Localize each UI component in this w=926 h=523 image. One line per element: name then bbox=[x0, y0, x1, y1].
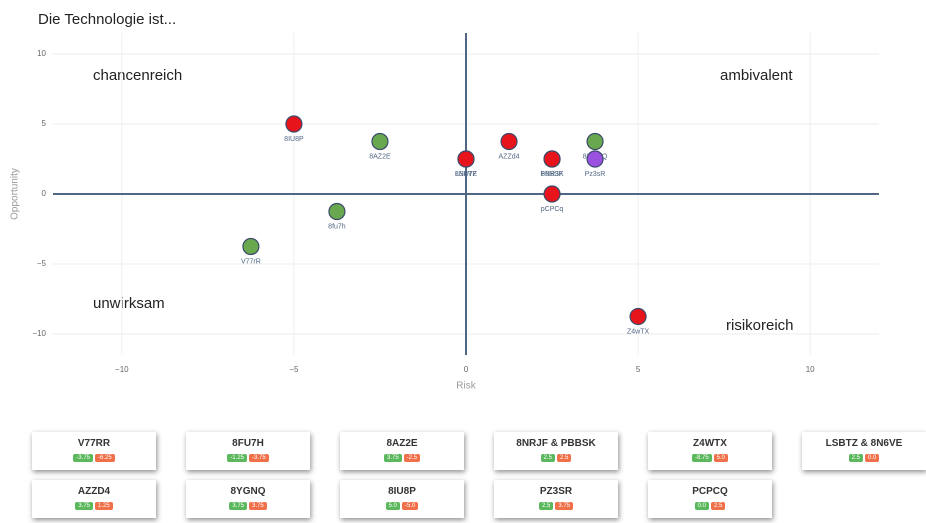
chart: Die Technologie ist... Risk Opportunity … bbox=[10, 11, 879, 392]
point-label: 8IU8P bbox=[284, 136, 304, 143]
card-title: 8IU8P bbox=[388, 486, 416, 497]
point bbox=[328, 202, 346, 221]
card: AZZD4 3.75 1.25 bbox=[32, 480, 156, 518]
card: 8NRJF & PBBSK 2.5 2.5 bbox=[494, 432, 618, 470]
card: PZ3SR 2.5 3.75 bbox=[494, 480, 618, 518]
risk-badge: 3.75 bbox=[249, 502, 267, 510]
badges: 5.0 -5.0 bbox=[340, 502, 464, 510]
card-title: V77RR bbox=[77, 438, 111, 449]
badges: 2.5 3.75 bbox=[494, 502, 618, 510]
x-tick-label: −5 bbox=[289, 365, 299, 374]
risk-badge: 1.25 bbox=[95, 502, 113, 510]
opportunity-badge: -3.75 bbox=[73, 454, 93, 462]
risk-badge: 2.5 bbox=[557, 454, 572, 462]
quadrant-label: risikoreich bbox=[726, 317, 794, 334]
risk-badge: 3.75 bbox=[555, 502, 574, 510]
card: 8AZ2E 3.75 -2.5 bbox=[340, 432, 464, 470]
quadrant-label: unwirksam bbox=[93, 295, 165, 312]
opportunity-badge: 2.5 bbox=[848, 454, 863, 462]
risk-badge: -2.5 bbox=[403, 454, 421, 462]
x-tick-label: 5 bbox=[636, 365, 641, 374]
point-label: LSBTZ bbox=[455, 171, 478, 178]
y-tick-label: 5 bbox=[42, 119, 47, 128]
y-tick-label: −5 bbox=[37, 259, 47, 268]
point-label: 8N6VE bbox=[455, 171, 478, 178]
card-title: 8FU7H bbox=[232, 438, 264, 449]
risk-badge: -6.25 bbox=[95, 454, 115, 462]
badges: 0.0 2.5 bbox=[648, 502, 772, 510]
card: 8FU7H -1.25 -3.75 bbox=[186, 432, 310, 470]
card: LSBTZ & 8N6VE 2.5 0.0 bbox=[802, 432, 926, 470]
opportunity-badge: 3.75 bbox=[75, 502, 93, 510]
risk-badge: -3.75 bbox=[249, 454, 269, 462]
badges: 3.75 1.25 bbox=[32, 502, 156, 510]
point bbox=[586, 132, 604, 151]
point bbox=[543, 150, 561, 168]
card-title: PCPCQ bbox=[692, 486, 728, 497]
x-tick-label: 10 bbox=[806, 365, 815, 374]
x-axis-title: Risk bbox=[456, 381, 476, 392]
badges: -1.25 -3.75 bbox=[186, 454, 310, 462]
point-label: 8NRJF bbox=[541, 171, 563, 178]
card: PCPCQ 0.0 2.5 bbox=[648, 480, 772, 518]
point-label: 8fu7h bbox=[328, 223, 346, 230]
y-tick-label: 0 bbox=[42, 189, 47, 198]
risk-badge: 5.0 bbox=[713, 454, 729, 462]
card: V77RR -3.75 -6.25 bbox=[32, 432, 156, 470]
card: 8IU8P 5.0 -5.0 bbox=[340, 480, 464, 518]
badges: 3.75 -2.5 bbox=[340, 454, 464, 462]
x-tick-label: 0 bbox=[464, 365, 469, 374]
opportunity-badge: -1.25 bbox=[227, 454, 247, 462]
point bbox=[242, 237, 260, 256]
opportunity-badge: 2.5 bbox=[540, 454, 555, 462]
opportunity-badge: 5.0 bbox=[385, 502, 400, 510]
card-title: 8AZ2E bbox=[386, 438, 418, 449]
x-tick-label: −10 bbox=[115, 365, 129, 374]
quadrant-label: chancenreich bbox=[93, 67, 182, 84]
chart-title: Die Technologie ist... bbox=[38, 11, 176, 28]
risk-badge: 2.5 bbox=[711, 502, 726, 510]
point-label: V77rR bbox=[241, 258, 261, 265]
y-axis-title: Opportunity bbox=[10, 168, 21, 220]
opportunity-badge: 3.75 bbox=[229, 502, 247, 510]
point-label: Pz3sR bbox=[585, 171, 606, 178]
card: 8YGNQ 3.75 3.75 bbox=[186, 480, 310, 518]
card-title: PZ3SR bbox=[539, 486, 573, 497]
opportunity-badge: 3.75 bbox=[383, 454, 402, 462]
card-title: 8YGNQ bbox=[230, 486, 266, 497]
badges: 3.75 3.75 bbox=[186, 502, 310, 510]
y-tick-label: 10 bbox=[37, 49, 46, 58]
card-title: LSBTZ & 8N6VE bbox=[825, 438, 903, 449]
point bbox=[285, 115, 303, 133]
badges: 2.5 2.5 bbox=[494, 454, 618, 462]
y-tick-label: −10 bbox=[32, 329, 46, 338]
opportunity-badge: -8.75 bbox=[691, 454, 712, 462]
card-title: Z4WTX bbox=[693, 438, 727, 449]
point bbox=[586, 150, 604, 168]
badges: 2.5 0.0 bbox=[802, 454, 926, 462]
point-label: AZZd4 bbox=[499, 153, 520, 160]
card: Z4WTX -8.75 5.0 bbox=[648, 432, 772, 470]
point-label: PBBSK bbox=[540, 171, 564, 178]
badges: -3.75 -6.25 bbox=[32, 454, 156, 462]
point bbox=[500, 132, 518, 151]
point bbox=[543, 185, 561, 203]
quadrant-label: ambivalent bbox=[720, 67, 793, 84]
risk-badge: -5.0 bbox=[402, 502, 419, 510]
point-label: 8AZ2E bbox=[369, 153, 391, 160]
point-label: pCPCq bbox=[541, 206, 564, 213]
risk-badge: 0.0 bbox=[865, 454, 880, 462]
point bbox=[629, 307, 647, 326]
point bbox=[457, 150, 475, 168]
opportunity-badge: 2.5 bbox=[538, 502, 554, 510]
badges: -8.75 5.0 bbox=[648, 454, 772, 462]
point-label: Z4wTX bbox=[627, 328, 650, 335]
card-title: AZZD4 bbox=[77, 486, 111, 497]
point bbox=[371, 132, 389, 151]
card-title: 8NRJF & PBBSK bbox=[516, 438, 596, 449]
opportunity-badge: 0.0 bbox=[694, 502, 709, 510]
